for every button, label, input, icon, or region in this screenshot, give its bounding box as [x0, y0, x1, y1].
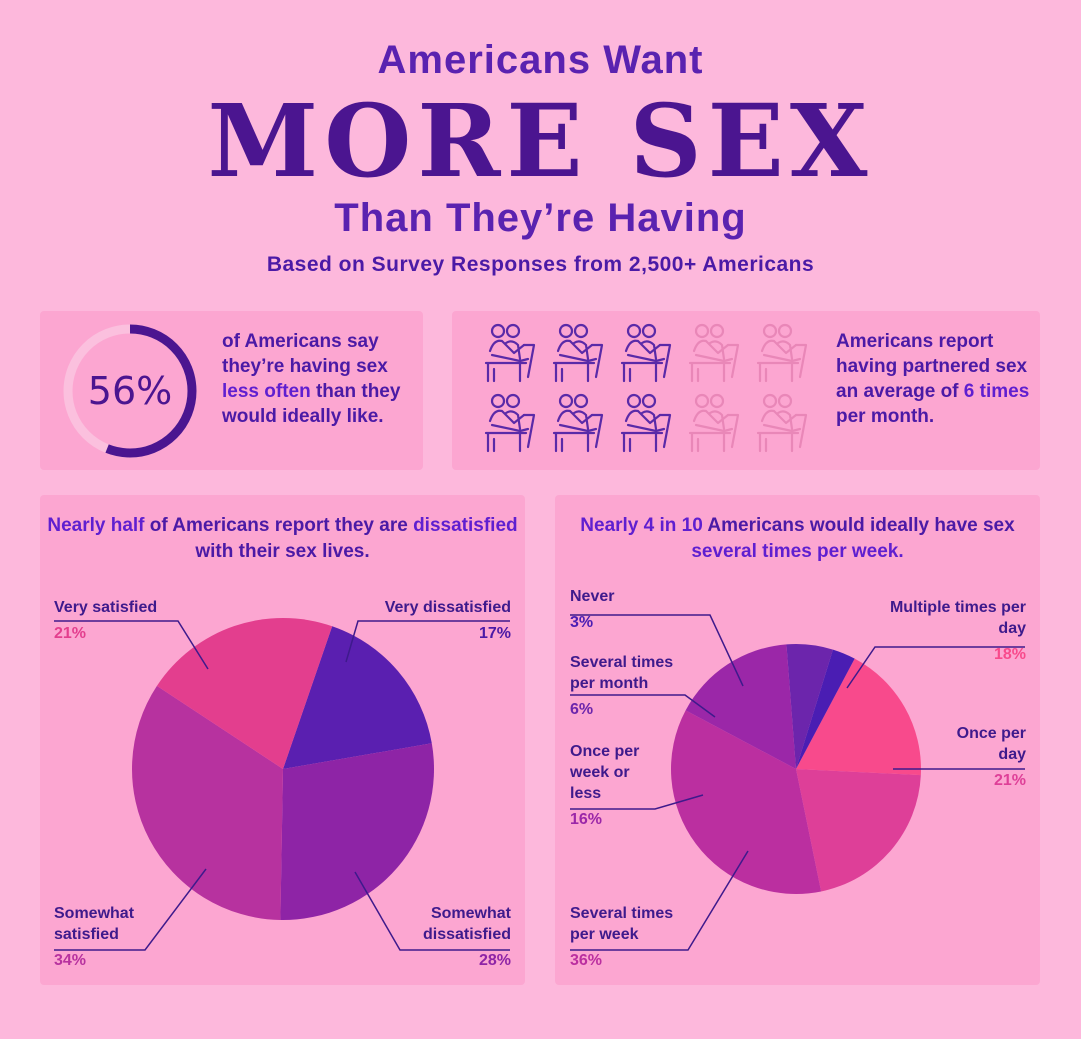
couple-icon-grid [484, 323, 808, 453]
pie-slice [786, 644, 833, 769]
title-highlight: Nearly half [47, 515, 145, 536]
satisfaction-pie-card: Nearly half of Americans report they are… [40, 495, 525, 985]
slice-value: 36% [570, 952, 603, 969]
stat-text-highlight: less often [222, 381, 311, 402]
leader-line [54, 868, 207, 951]
pie-label-several-per-month: Several times per month 6% [570, 652, 700, 720]
slice-value: 16% [570, 811, 603, 828]
slice-value: 6% [570, 701, 594, 718]
pie-label-very-satisfied: Very satisfied 21% [54, 597, 157, 644]
frequency-pie-title: Nearly 4 in 10 Americans would ideally h… [555, 513, 1040, 565]
progress-ring [63, 324, 197, 458]
pie-label-very-dissatisfied: Very dissatisfied 17% [385, 597, 511, 644]
ring-progress-arc [63, 324, 197, 458]
slice-label: Somewhat satisfied [54, 905, 135, 943]
couple-icon [756, 393, 808, 453]
pie-slice [156, 618, 333, 769]
slice-label: Several times per week [570, 905, 674, 943]
stat-card-less-often: 56% of Americans say they’re having sex … [40, 311, 423, 470]
stat-partnered-text: Americans report having partnered sex an… [836, 329, 1031, 429]
title-text: with their sex lives. [195, 541, 370, 562]
leader-line [354, 871, 510, 951]
pie-slice [796, 658, 921, 776]
pie-slice [685, 644, 796, 769]
pie-slice [671, 710, 822, 894]
title-highlight: dissatisfied [413, 515, 518, 536]
leader-line [846, 646, 1025, 689]
leader-line [345, 620, 510, 663]
pie-label-somewhat-satisfied: Somewhat satisfied 34% [54, 903, 164, 971]
header-headline: MORE SEX [207, 82, 874, 200]
couple-icon [688, 323, 740, 383]
pie-slice [132, 685, 283, 920]
header-subtitle: Based on Survey Responses from 2,500+ Am… [266, 253, 815, 276]
satisfaction-pie-chart [54, 618, 510, 951]
title-text: of Americans report they are [144, 515, 414, 536]
title-highlight: Nearly 4 in 10 [580, 515, 703, 536]
slice-label: Never [570, 588, 615, 605]
couple-icon [484, 323, 536, 383]
slice-value: 21% [54, 625, 87, 642]
leader-line [570, 850, 749, 951]
title-text: Americans would ideally have sex [702, 515, 1015, 536]
couple-icon [620, 393, 672, 453]
pie-slice [283, 626, 432, 769]
stat-card-partnered: Americans report having partnered sex an… [452, 311, 1040, 470]
pie-slice [280, 743, 434, 920]
leader-line [54, 620, 209, 670]
frequency-pie-chart [570, 614, 1025, 951]
title-highlight: several times per week. [691, 541, 904, 562]
slice-label: Several times per month [570, 654, 674, 692]
pie-label-multiple-per-day: Multiple times per day 18% [886, 597, 1026, 665]
pie-label-once-per-week: Once per week or less 16% [570, 741, 660, 830]
slice-label: Once per day [956, 725, 1026, 763]
satisfaction-pie-title: Nearly half of Americans report they are… [40, 513, 525, 565]
slice-label: Once per week or less [570, 743, 640, 802]
pie-slice [796, 769, 921, 892]
stat-text-highlight: 6 times [963, 381, 1030, 402]
stat-text-part: per month. [836, 406, 935, 427]
slice-label: Very dissatisfied [384, 599, 511, 616]
slice-label: Very satisfied [54, 599, 158, 616]
ring-percent-label: 56% [87, 369, 173, 413]
slice-label: Somewhat dissatisfied [422, 905, 511, 943]
frequency-pie-card: Nearly 4 in 10 Americans would ideally h… [555, 495, 1040, 985]
couple-icon [552, 393, 604, 453]
slice-value: 17% [478, 625, 511, 642]
slice-value: 21% [993, 772, 1026, 789]
header-line-3: Than They’re Having [334, 196, 747, 240]
pie-label-never: Never 3% [570, 586, 614, 633]
pie-label-several-per-week: Several times per week 36% [570, 903, 700, 971]
pie-label-once-per-day: Once per day 21% [936, 723, 1026, 791]
slice-value: 28% [478, 952, 511, 969]
pie-label-somewhat-dissatisfied: Somewhat dissatisfied 28% [401, 903, 511, 971]
leader-line [570, 794, 704, 810]
stat-text-part: of Americans say they’re having sex [222, 331, 388, 377]
couple-icon [688, 393, 740, 453]
couple-icon [484, 393, 536, 453]
slice-value: 34% [54, 952, 87, 969]
slice-value: 18% [993, 646, 1026, 663]
stat-text-part: Americans report having partnered sex an… [836, 331, 1028, 402]
pie-slice [796, 649, 855, 769]
stat-text-part: than they would ideally like. [222, 381, 401, 427]
leader-line [570, 694, 716, 718]
leader-line [570, 614, 744, 687]
couple-icon [552, 323, 604, 383]
couple-icon [620, 323, 672, 383]
header-line-1: Americans Want [377, 38, 704, 82]
stat-less-often-text: of Americans say they’re having sex less… [222, 329, 417, 429]
slice-label: Multiple times per day [889, 599, 1026, 637]
slice-value: 3% [570, 614, 594, 631]
couple-icon [756, 323, 808, 383]
